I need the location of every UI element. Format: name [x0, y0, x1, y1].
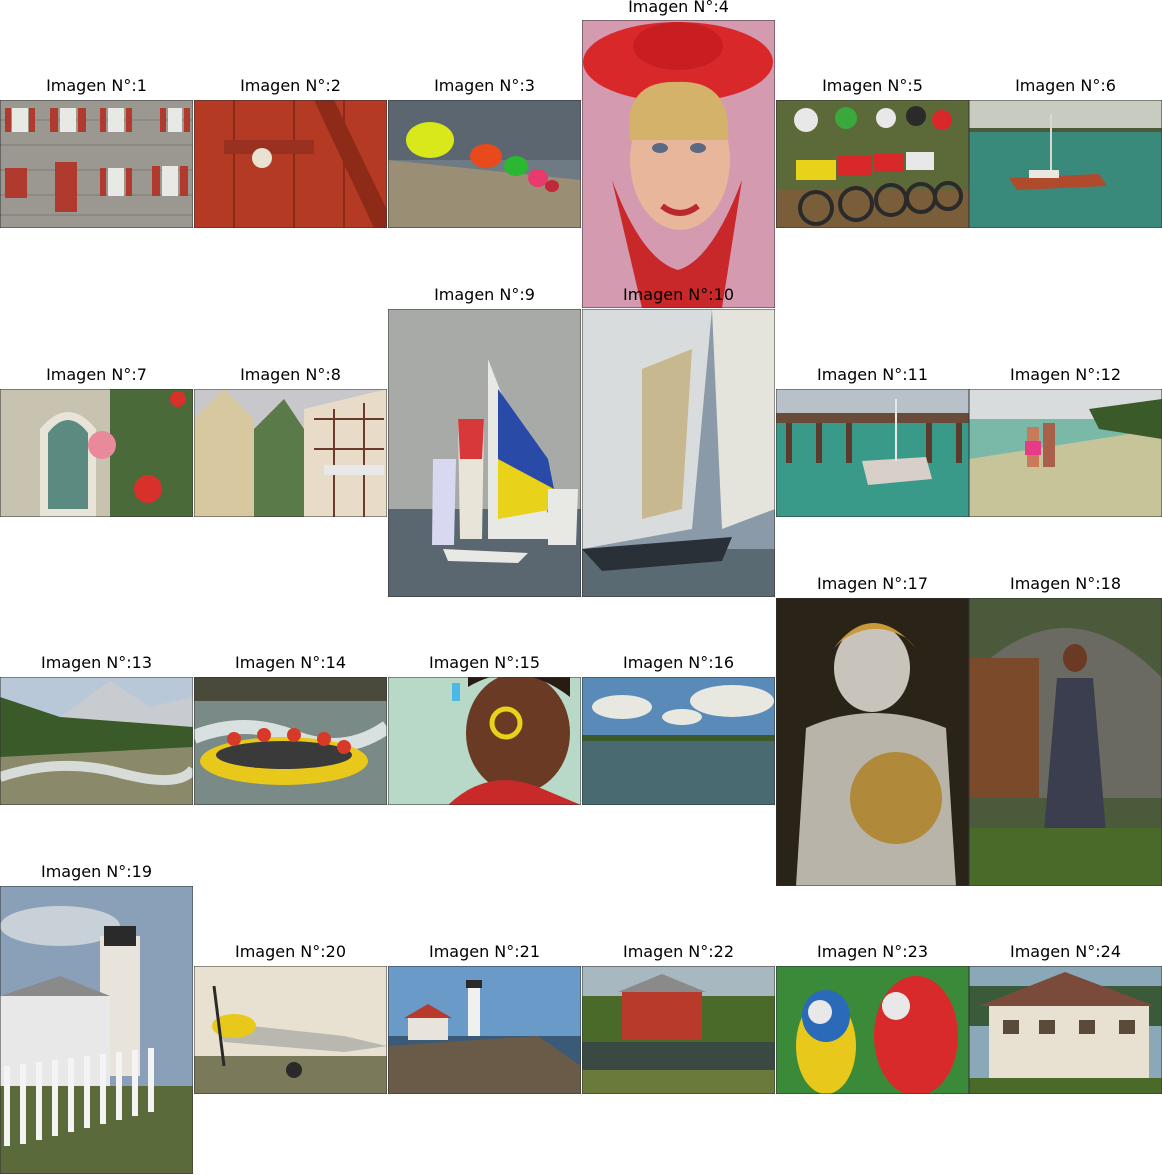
image-caption: Imagen N°:10 [622, 285, 735, 304]
image-tile-2: Imagen N°:2 [194, 76, 387, 229]
propeller-plane-picture [194, 966, 387, 1094]
image-caption: Imagen N°:8 [240, 365, 341, 384]
image-caption: Imagen N°:24 [1009, 942, 1122, 961]
image-caption: Imagen N°:12 [1009, 365, 1122, 384]
image-caption: Imagen N°:19 [40, 862, 153, 881]
image-tile-24: Imagen N°:24 [969, 942, 1162, 1095]
painted-house-picture [969, 966, 1162, 1094]
couple-beach-picture [969, 389, 1162, 517]
image-tile-13: Imagen N°:13 [0, 653, 193, 806]
image-tile-5: Imagen N°:5 [776, 76, 969, 229]
image-caption: Imagen N°:6 [1015, 76, 1116, 95]
woman-red-hat-picture [582, 20, 775, 308]
timbered-houses-picture [194, 389, 387, 517]
image-caption: Imagen N°:20 [234, 942, 347, 961]
image-caption: Imagen N°:5 [822, 76, 923, 95]
image-caption: Imagen N°:9 [434, 285, 535, 304]
rafting-picture [194, 677, 387, 805]
image-caption: Imagen N°:13 [40, 653, 153, 672]
image-tile-3: Imagen N°:3 [388, 76, 581, 229]
image-tile-8: Imagen N°:8 [194, 365, 387, 518]
image-caption: Imagen N°:18 [1009, 574, 1122, 593]
image-tile-10: Imagen N°:10 [582, 285, 775, 597]
lake-clouds-picture [582, 677, 775, 805]
image-caption: Imagen N°:4 [628, 0, 729, 16]
window-hibiscus-picture [0, 389, 193, 517]
mountain-stream-picture [0, 677, 193, 805]
image-caption: Imagen N°:16 [622, 653, 735, 672]
motocross-picture [776, 100, 969, 228]
image-tile-20: Imagen N°:20 [194, 942, 387, 1095]
image-caption: Imagen N°:21 [428, 942, 541, 961]
image-tile-6: Imagen N°:6 [969, 76, 1162, 229]
image-tile-1: Imagen N°:1 [0, 76, 193, 229]
image-tile-12: Imagen N°:12 [969, 365, 1162, 518]
boat-sea-picture [969, 100, 1162, 228]
sailboats-picture [388, 309, 581, 597]
image-tile-16: Imagen N°:16 [582, 653, 775, 806]
image-caption: Imagen N°:23 [816, 942, 929, 961]
image-tile-23: Imagen N°:23 [776, 942, 969, 1095]
red-barn-picture [582, 966, 775, 1094]
image-tile-19: Imagen N°:19 [0, 862, 193, 1174]
image-tile-11: Imagen N°:11 [776, 365, 969, 518]
image-caption: Imagen N°:17 [816, 574, 929, 593]
image-caption: Imagen N°:15 [428, 653, 541, 672]
image-tile-22: Imagen N°:22 [582, 942, 775, 1095]
red-door-picture [194, 100, 387, 228]
hats-picture [388, 100, 581, 228]
coastal-lighthouse-picture [388, 966, 581, 1094]
woman-dress-picture [969, 598, 1162, 886]
lighthouse-fence-picture [0, 886, 193, 1174]
image-tile-21: Imagen N°:21 [388, 942, 581, 1095]
image-caption: Imagen N°:11 [816, 365, 929, 384]
image-tile-4: Imagen N°:4 [582, 0, 775, 309]
image-tile-18: Imagen N°:18 [969, 574, 1162, 886]
image-caption: Imagen N°:3 [434, 76, 535, 95]
house-facade-picture [0, 100, 193, 228]
sailboat-closeup-picture [582, 309, 775, 597]
image-tile-7: Imagen N°:7 [0, 365, 193, 518]
image-tile-15: Imagen N°:15 [388, 653, 581, 806]
image-tile-9: Imagen N°:9 [388, 285, 581, 597]
image-caption: Imagen N°:14 [234, 653, 347, 672]
image-tile-14: Imagen N°:14 [194, 653, 387, 806]
image-tile-17: Imagen N°:17 [776, 574, 969, 886]
image-caption: Imagen N°:1 [46, 76, 147, 95]
child-picture [388, 677, 581, 805]
macaws-picture [776, 966, 969, 1094]
statue-picture [776, 598, 969, 886]
pier-boat-picture [776, 389, 969, 517]
image-caption: Imagen N°:22 [622, 942, 735, 961]
image-caption: Imagen N°:2 [240, 76, 341, 95]
image-caption: Imagen N°:7 [46, 365, 147, 384]
